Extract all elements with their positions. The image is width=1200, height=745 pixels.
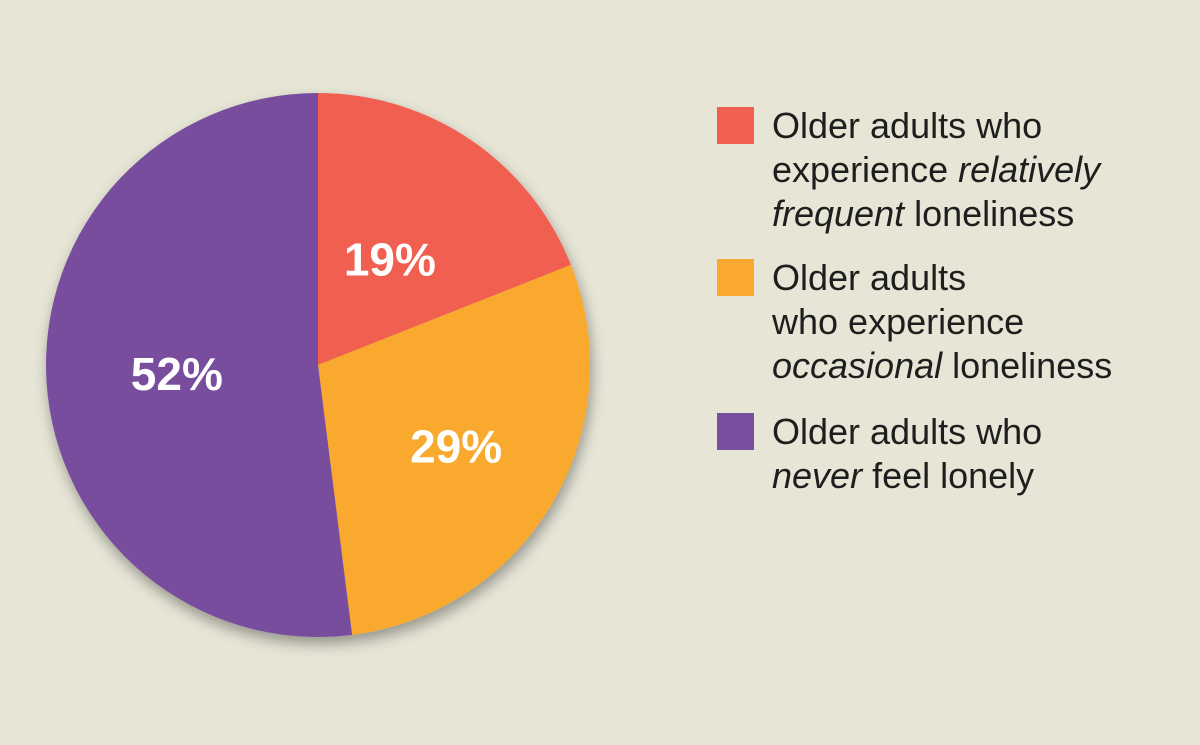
pie-label-occasional: 29% [410,421,502,473]
legend-item-occasional: Older adults who experience occasional l… [717,256,1187,388]
legend-swatch-never [717,413,754,450]
legend-label-occasional: Older adults who experience occasional l… [772,257,1113,386]
pie-slice-occasional [318,264,590,635]
pie-label-never: 52% [131,348,223,400]
legend-swatch-occasional [717,259,754,296]
pie-label-frequent: 19% [344,233,436,285]
legend-label-never: Older adults who never feel lonely [772,411,1043,496]
legend: Older adults who experience relatively f… [717,104,1187,518]
pie-slice-never [46,93,353,637]
legend-item-never: Older adults who never feel lonely [717,410,1187,498]
legend-label-frequent: Older adults who experience relatively f… [772,105,1101,234]
pie-slice-frequent [318,93,571,365]
legend-swatch-frequent [717,107,754,144]
legend-item-frequent: Older adults who experience relatively f… [717,104,1187,236]
